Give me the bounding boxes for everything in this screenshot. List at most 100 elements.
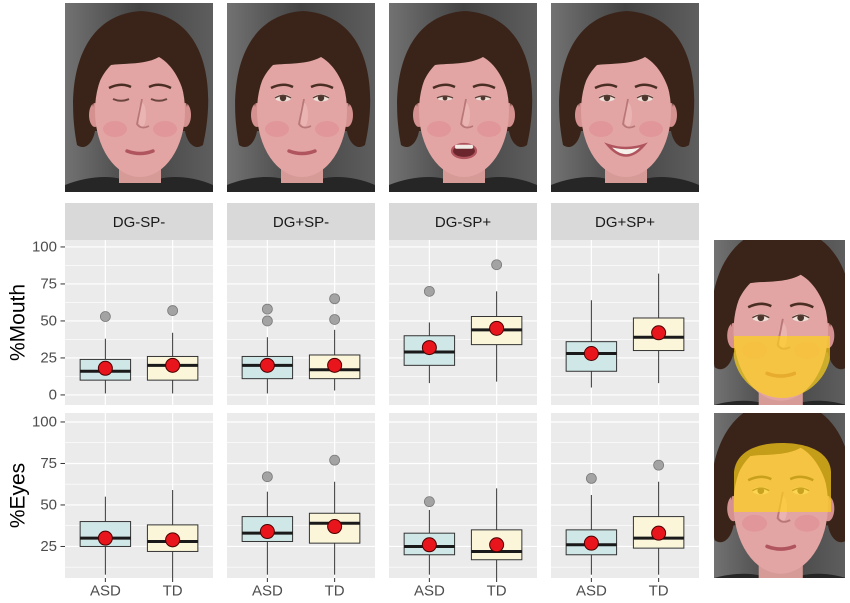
shirt (65, 177, 213, 192)
right-eye (474, 95, 492, 101)
eyes-y-tick-label: 75 (40, 455, 57, 472)
shirt (227, 177, 375, 192)
box (470, 529, 523, 561)
x-tick-label-asd: ASD (576, 583, 607, 600)
hair-fringe (730, 247, 832, 328)
left-eye (436, 95, 454, 101)
right-cheek (639, 121, 663, 137)
mouth-panel-1-asd-boxplot (79, 311, 132, 394)
mouth-panel-3-td-boxplot (470, 259, 523, 382)
face (227, 11, 375, 192)
x-tick-label-td: TD (163, 583, 183, 600)
hair-fringe (92, 31, 189, 107)
facet-label-3: DG-SP+ (435, 214, 492, 231)
x-tick-label-asd: ASD (414, 583, 445, 600)
mouth (125, 149, 155, 156)
stimulus-photo-1 (65, 3, 213, 192)
mouth-panel-3 (389, 240, 537, 405)
iris (757, 314, 765, 322)
left-eyebrow (270, 83, 294, 90)
mouth (765, 544, 797, 551)
outlier-point (491, 259, 503, 271)
eyes-panel-2 (227, 413, 375, 578)
left-eye (752, 313, 770, 322)
teeth (455, 144, 473, 149)
x-tick-label-td: TD (649, 583, 669, 600)
left-cheek (589, 121, 613, 137)
mouth-panel-4 (551, 240, 699, 405)
outlier-point (261, 315, 273, 327)
mouth-panel-4-asd-boxplot (565, 300, 618, 388)
hair-fringe (578, 31, 675, 107)
facet-strip-2 (227, 203, 375, 240)
mouth-y-tick-label: 50 (40, 312, 57, 329)
mouth-panel-1-td-boxplot (146, 305, 199, 394)
iris (317, 94, 325, 102)
right-cheek (794, 514, 820, 532)
boxplot-facet-grid: DG-SP- DG+SP- DG-SP+ DG+SP+ %Mouth 0 25 50 75 100… (7, 203, 699, 600)
eyes-panel-2-td-boxplot (308, 454, 361, 575)
mean-point (165, 532, 181, 548)
x-tick-label-asd: ASD (252, 583, 283, 600)
eyes-panel-4-asd-boxplot (565, 473, 618, 575)
mouth-panel-2 (227, 240, 375, 405)
mean-point (421, 340, 437, 356)
mouth-panel-2-td-boxplot (308, 293, 361, 391)
x-tick-label-asd: ASD (90, 583, 121, 600)
mean-point (583, 346, 599, 362)
left-eye (274, 94, 292, 102)
right-eye (312, 94, 330, 102)
stimulus-photo-4 (551, 3, 699, 192)
facet-label-1: DG-SP- (113, 214, 166, 231)
x-tick-label-td: TD (487, 583, 507, 600)
eyelid (436, 95, 454, 99)
mouth-panel-3-asd-boxplot (403, 285, 456, 384)
aoi-images (714, 240, 845, 578)
eyelid (598, 94, 616, 99)
right-eyebrow (789, 302, 814, 309)
mouth-y-tick-label: 75 (40, 275, 57, 292)
mean-point (259, 357, 275, 373)
nose (622, 98, 636, 129)
outlier-point (99, 311, 111, 322)
left-eye (112, 98, 130, 102)
hair-fringe (730, 420, 832, 501)
outlier-point (261, 471, 273, 483)
mean-point (327, 519, 343, 535)
eyes-panel-2-asd-boxplot (241, 471, 294, 575)
eyes-panel-3 (389, 413, 537, 578)
right-cheek (315, 121, 339, 137)
mouth-panel-4-td-boxplot (632, 273, 685, 384)
mean-point (259, 524, 275, 540)
mouth-panel-1 (65, 240, 213, 405)
right-eyebrow (148, 83, 172, 90)
mean-point (489, 537, 505, 553)
eyes-y-tick-label: 100 (32, 413, 57, 430)
nose (136, 98, 150, 129)
eyelid (312, 94, 330, 99)
left-eyebrow (594, 83, 618, 90)
eyes-panel-1-td-boxplot (146, 490, 199, 578)
facet-label-4: DG+SP+ (595, 214, 655, 231)
outlier-point (423, 285, 435, 297)
eyes-y-axis-title: %Eyes (7, 463, 30, 528)
outlier-point (653, 459, 665, 471)
shirt (389, 177, 537, 192)
mouth (450, 142, 478, 160)
mean-point (97, 360, 113, 376)
eyelid (791, 314, 810, 319)
hair-fringe (254, 31, 351, 107)
facet-strip-1 (65, 203, 213, 240)
eyelid (274, 94, 292, 99)
right-cheek (477, 121, 501, 137)
outlier-point (329, 454, 341, 466)
mean-point (651, 525, 667, 541)
mean-point (651, 325, 667, 341)
iris (641, 94, 649, 102)
panel-background (65, 413, 213, 578)
eyes-panel-4 (551, 413, 699, 578)
mouth-y-tick-label: 25 (40, 349, 57, 366)
iris (279, 94, 287, 102)
